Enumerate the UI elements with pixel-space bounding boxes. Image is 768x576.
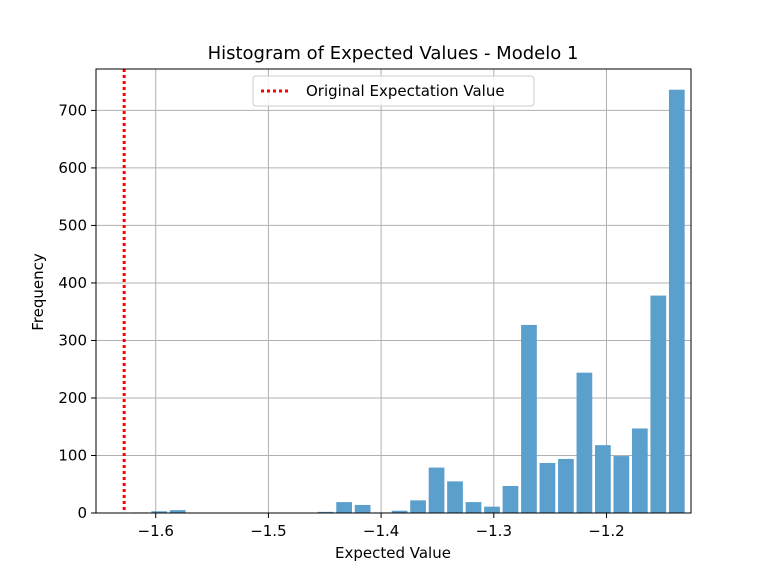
y-tick-label: 600: [58, 159, 87, 177]
x-tick-label: −1.2: [588, 522, 624, 540]
axis-ticks: −1.6 −1.5 −1.4 −1.3 −1.2 0 100 200 300 400 500 600 7…: [58, 101, 624, 540]
histogram-bar: [558, 458, 574, 513]
y-axis-label: Frequency: [29, 253, 47, 331]
histogram-bar: [354, 504, 371, 513]
grid: [96, 69, 691, 514]
y-tick-label: 0: [77, 504, 87, 522]
x-tick-label: −1.5: [250, 522, 286, 540]
legend-entry-label: Original Expectation Value: [306, 82, 505, 100]
histogram-bar: [576, 372, 593, 513]
histogram-bar: [631, 428, 648, 513]
histogram-bar: [484, 506, 500, 513]
histogram-bar: [169, 510, 186, 513]
histogram-bar: [650, 295, 667, 513]
histogram-bar: [317, 511, 334, 513]
histogram-bar: [668, 89, 685, 514]
plot-frame: [95, 68, 692, 514]
histogram-bar: [539, 462, 556, 513]
histogram-bar: [465, 502, 482, 513]
histogram-bar: [391, 510, 408, 513]
bars: [132, 89, 685, 514]
x-tick-label: −1.3: [476, 522, 512, 540]
legend: Original Expectation Value: [252, 75, 535, 107]
y-tick-label: 200: [58, 389, 87, 407]
y-tick-label: 100: [58, 446, 87, 464]
histogram-bar: [521, 324, 537, 513]
legend-box: [252, 75, 535, 107]
y-tick-label: 700: [58, 101, 87, 119]
histogram-bar: [447, 481, 463, 513]
histogram-bar: [336, 502, 353, 513]
x-axis-label: Expected Value: [335, 544, 451, 562]
x-tick-label: −1.4: [363, 522, 399, 540]
histogram-bar: [595, 445, 611, 513]
y-tick-label: 400: [58, 274, 87, 292]
histogram-bar: [410, 500, 426, 513]
y-tick-label: 300: [58, 331, 87, 349]
x-tick-label: −1.6: [138, 522, 174, 540]
y-tick-label: 500: [58, 216, 87, 234]
histogram-bar: [613, 456, 630, 513]
histogram-bar: [502, 485, 519, 513]
histogram-bar: [428, 467, 445, 513]
histogram-bar: [151, 511, 168, 513]
chart-title: Histogram of Expected Values - Modelo 1: [208, 43, 579, 64]
